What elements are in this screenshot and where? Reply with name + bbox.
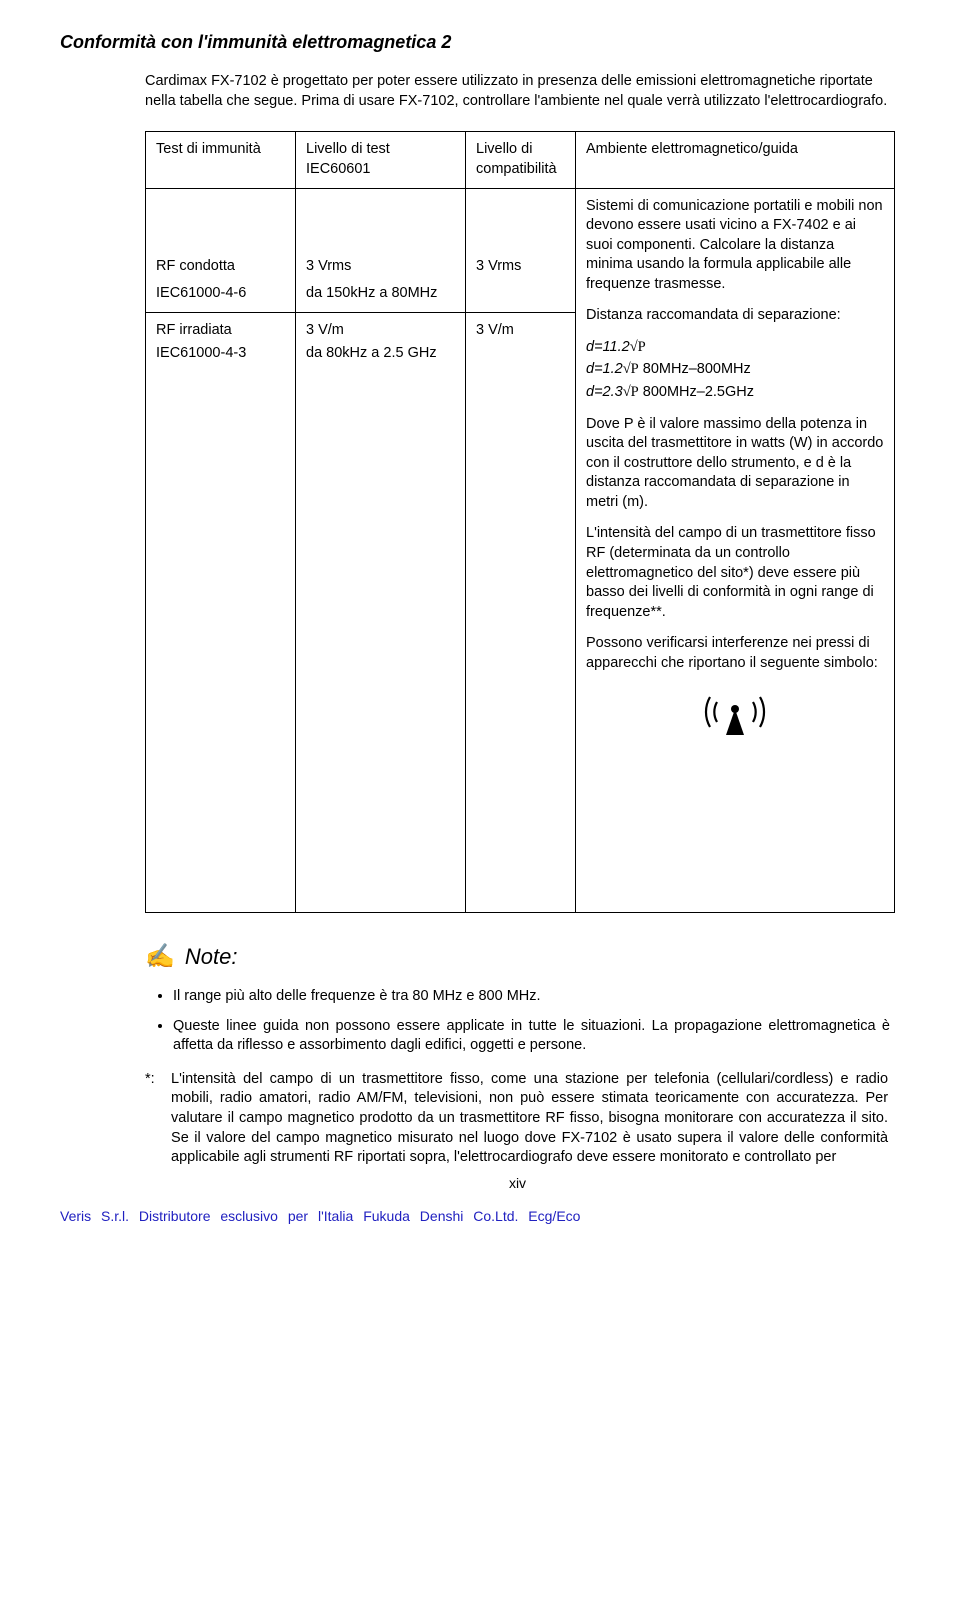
- level-3vrms: 3 Vrms: [306, 257, 455, 277]
- table-header-row: Test di immunità Livello di test IEC6060…: [146, 132, 895, 188]
- f2-post: 80MHz–800MHz: [639, 361, 751, 377]
- f3-pre: d=2.3: [586, 384, 623, 400]
- cell-level-condotta: 3 Vrms da 150kHz a 80MHz: [296, 188, 466, 312]
- f3-post: 800MHz–2.5GHz: [639, 384, 754, 400]
- cell-test-irradiata: RF irradiata IEC61000-4-3: [146, 312, 296, 912]
- th-env: Ambiente elettromagnetico/guida: [576, 132, 895, 188]
- formula-3: d=2.3√P 800MHz–2.5GHz: [586, 383, 884, 403]
- cell-guidance: Sistemi di comunicazione portatili e mob…: [576, 188, 895, 912]
- guide-p4: L'intensità del campo di un trasmettitor…: [586, 524, 884, 622]
- formula-2: d=1.2√P 80MHz–800MHz: [586, 360, 884, 380]
- cell-test-condotta: RF condotta IEC61000-4-6: [146, 188, 296, 312]
- note-bullet-1: Il range più alto delle frequenze è tra …: [173, 987, 890, 1007]
- compat-3vrms: 3 Vrms: [476, 257, 565, 277]
- compat-3vm: 3 V/m: [476, 321, 565, 341]
- star-label: *:: [145, 1070, 167, 1090]
- note-heading: ✍ Note:: [145, 941, 890, 973]
- f2-pre: d=1.2: [586, 361, 623, 377]
- intro-paragraph: Cardimax FX-7102 è progettato per poter …: [145, 72, 890, 111]
- level-80khz: da 80kHz a 2.5 GHz: [306, 344, 455, 364]
- page-title: Conformità con l'immunità elettromagneti…: [60, 30, 900, 54]
- iec61000-4-6-label: IEC61000-4-6: [156, 284, 285, 304]
- level-3vm: 3 V/m: [306, 321, 455, 341]
- footer: Veris S.r.l. Distributore esclusivo per …: [60, 1207, 900, 1226]
- note-bullet-2: Queste linee guida non possono essere ap…: [173, 1017, 890, 1056]
- note-list: Il range più alto delle frequenze è tra …: [173, 987, 890, 1056]
- f1-pre: d=11.2: [586, 339, 630, 355]
- th-level: Livello di test IEC60601: [296, 132, 466, 188]
- page-number: xiv: [145, 1174, 890, 1193]
- antenna-symbol-wrap: [586, 685, 884, 747]
- formula-block: d=11.2√P d=1.2√P 80MHz–800MHz d=2.3√P 80…: [586, 338, 884, 403]
- hand-icon: ✍: [145, 941, 175, 973]
- star-note: *: L'intensità del campo di un trasmetti…: [145, 1070, 890, 1168]
- cell-level-irradiata: 3 V/m da 80kHz a 2.5 GHz: [296, 312, 466, 912]
- note-heading-text: Note:: [185, 942, 238, 972]
- guide-p2: Distanza raccomandata di separazione:: [586, 306, 884, 326]
- antenna-icon: [700, 685, 770, 740]
- th-compat: Livello di compatibilità: [466, 132, 576, 188]
- formula-1: d=11.2√P: [586, 338, 884, 358]
- th-test: Test di immunità: [146, 132, 296, 188]
- sqrt-p-3: √P: [623, 384, 639, 400]
- emc-table: Test di immunità Livello di test IEC6060…: [145, 131, 895, 912]
- cell-compat-condotta: 3 Vrms: [466, 188, 576, 312]
- sqrt-p-2: √P: [623, 361, 639, 377]
- level-150khz: da 150kHz a 80MHz: [306, 284, 455, 304]
- sqrt-p-1: √P: [630, 339, 646, 355]
- note-section: ✍ Note: Il range più alto delle frequenz…: [145, 941, 890, 1193]
- cell-compat-irradiata: 3 V/m: [466, 312, 576, 912]
- guide-p5: Possono verificarsi interferenze nei pre…: [586, 634, 884, 673]
- table-row: RF condotta IEC61000-4-6 3 Vrms da 150kH…: [146, 188, 895, 312]
- iec61000-4-3-label: IEC61000-4-3: [156, 344, 285, 364]
- rf-irradiata-label: RF irradiata: [156, 321, 285, 341]
- guide-p1: Sistemi di comunicazione portatili e mob…: [586, 197, 884, 295]
- star-body: L'intensità del campo di un trasmettitor…: [171, 1070, 888, 1168]
- guide-p3: Dove P è il valore massimo della potenza…: [586, 415, 884, 513]
- rf-condotta-label: RF condotta: [156, 257, 285, 277]
